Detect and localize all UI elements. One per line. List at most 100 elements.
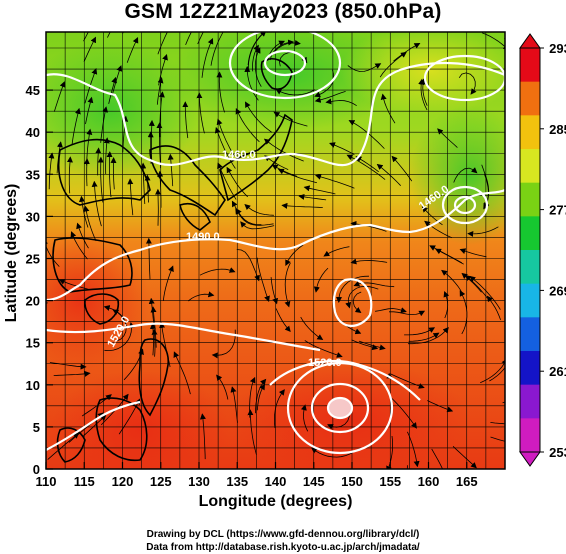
x-tick-label: 125 bbox=[150, 474, 172, 489]
streamline bbox=[452, 446, 477, 469]
streamline bbox=[379, 51, 407, 78]
streamline bbox=[199, 267, 236, 276]
streamline bbox=[464, 274, 488, 299]
x-tick-label: 130 bbox=[188, 474, 210, 489]
streamline bbox=[100, 106, 109, 143]
streamline bbox=[375, 307, 407, 314]
streamline bbox=[427, 400, 454, 413]
streamline bbox=[47, 432, 80, 460]
streamline bbox=[95, 147, 102, 176]
colorbar-label: 269 bbox=[549, 283, 566, 298]
streamline bbox=[404, 327, 436, 336]
x-tick-label: 145 bbox=[303, 474, 325, 489]
streamline bbox=[386, 435, 394, 469]
streamline bbox=[407, 431, 420, 468]
streamline bbox=[437, 128, 458, 148]
streamline bbox=[46, 238, 60, 267]
y-tick-label: 5 bbox=[33, 420, 40, 435]
streamline bbox=[83, 32, 89, 42]
y-tick-label: 35 bbox=[26, 167, 40, 182]
streamline bbox=[311, 447, 354, 458]
streamline bbox=[157, 32, 168, 55]
colorbar-label: 277 bbox=[549, 203, 566, 218]
streamline bbox=[469, 275, 501, 310]
streamline bbox=[148, 119, 155, 162]
streamline bbox=[355, 156, 379, 173]
streamline bbox=[453, 167, 478, 183]
streamline bbox=[81, 394, 112, 417]
streamline bbox=[236, 249, 260, 282]
streamline bbox=[284, 262, 291, 308]
y-tick-label: 40 bbox=[26, 125, 40, 140]
streamline bbox=[110, 157, 117, 190]
contour-label: 1520.0 bbox=[308, 357, 342, 369]
streamline bbox=[458, 72, 477, 95]
colorbar-min-arrow bbox=[519, 451, 541, 467]
streamline bbox=[459, 290, 468, 335]
streamline bbox=[123, 348, 144, 381]
streamline bbox=[104, 322, 135, 352]
streamline bbox=[247, 409, 257, 455]
streamline bbox=[158, 91, 165, 138]
streamline bbox=[441, 269, 463, 295]
streamline bbox=[150, 306, 157, 348]
x-axis-ticks: 110 115 120 125 130 135 140 145 150 155 160 165 bbox=[36, 462, 478, 489]
streamline bbox=[156, 77, 164, 105]
streamline bbox=[459, 248, 487, 258]
streamline bbox=[111, 65, 123, 97]
streamline bbox=[393, 43, 421, 62]
y-tick-label: 25 bbox=[26, 252, 40, 267]
streamline bbox=[196, 92, 205, 134]
streamline bbox=[313, 267, 329, 293]
streamline bbox=[435, 248, 464, 265]
streamline bbox=[408, 326, 449, 345]
streamline bbox=[285, 244, 304, 266]
streamline bbox=[314, 91, 346, 103]
streamline bbox=[140, 162, 147, 205]
streamline bbox=[144, 174, 151, 203]
streamline bbox=[408, 332, 440, 342]
streamline bbox=[48, 152, 55, 190]
streamline bbox=[240, 221, 275, 230]
streamline bbox=[83, 205, 97, 242]
streamline bbox=[327, 411, 350, 430]
streamline bbox=[391, 155, 413, 182]
streamline bbox=[256, 257, 270, 303]
streamline bbox=[91, 180, 102, 227]
credit-data-source: Data from http://database.rish.kyoto-u.a… bbox=[146, 542, 420, 553]
y-tick-label: 10 bbox=[26, 378, 40, 393]
streamline bbox=[352, 291, 362, 313]
colorbar-label: 253 bbox=[549, 445, 566, 460]
streamline bbox=[167, 153, 174, 187]
streamline bbox=[329, 142, 355, 156]
streamline bbox=[325, 98, 357, 107]
streamline bbox=[314, 69, 335, 98]
streamline bbox=[461, 272, 482, 293]
streamline bbox=[56, 141, 63, 174]
colorbar-swatch bbox=[520, 317, 540, 352]
y-axis-ticks: 0 5 10 15 20 25 30 35 40 45 bbox=[26, 83, 53, 477]
colorbar-label: 261 bbox=[549, 364, 566, 379]
colorbar-swatch bbox=[520, 115, 540, 150]
streamline bbox=[490, 436, 505, 442]
streamline bbox=[127, 178, 134, 216]
streamline bbox=[256, 383, 266, 411]
streamline bbox=[235, 208, 262, 225]
streamline bbox=[300, 316, 324, 341]
streamline bbox=[214, 126, 236, 169]
streamline bbox=[304, 340, 343, 358]
streamline bbox=[230, 386, 238, 423]
streamline bbox=[235, 208, 274, 226]
colorbar-swatch bbox=[520, 81, 540, 116]
streamline bbox=[211, 329, 236, 359]
y-tick-label: 20 bbox=[26, 294, 40, 309]
streamline bbox=[126, 36, 139, 63]
streamline bbox=[336, 275, 370, 303]
colorbar-label: 293 bbox=[549, 41, 566, 56]
streamline bbox=[145, 237, 152, 280]
streamline bbox=[226, 166, 248, 198]
streamline bbox=[159, 321, 171, 368]
streamline bbox=[270, 277, 279, 305]
contour-label: 1490.0 bbox=[186, 231, 220, 243]
